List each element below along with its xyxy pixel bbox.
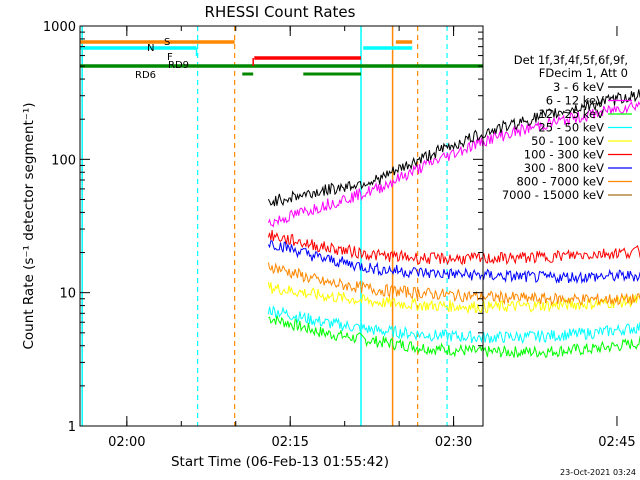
series-line-100-300kev — [267, 230, 640, 266]
legend-entry-label: 800 - 7000 keV — [516, 175, 604, 189]
annotation-f: F — [167, 52, 173, 63]
legend-entry-label: 3 - 6 keV — [553, 80, 604, 94]
annotation-n: N — [147, 43, 154, 54]
y-tick-label: 10 — [59, 287, 76, 302]
x-tick-label: 02:00 — [108, 435, 145, 450]
series-line-800-7000kev — [267, 262, 640, 306]
plot-area: SN F RD6 RD9 — [80, 26, 640, 426]
series-line-25-50kev — [267, 305, 640, 345]
legend-entry-label: 100 - 300 keV — [524, 148, 604, 162]
y-tick-label: 1 — [68, 420, 76, 435]
legend-entry-label: 25 - 50 keV — [538, 121, 604, 135]
legend-entry-label: 12 - 25 keV — [538, 107, 604, 121]
legend: Det 1f,3f,4f,5f,6f,9f, FDecim 1, Att 0 3… — [502, 53, 632, 202]
annotation-rd6: RD6 — [135, 70, 156, 81]
legend-entry-label: 50 - 100 keV — [531, 134, 604, 148]
plot-frame — [79, 25, 484, 427]
x-tick-label: 02:15 — [271, 435, 308, 450]
timestamp: 23-Oct-2021 03:24 — [560, 468, 636, 477]
annotation-s: S — [164, 37, 170, 48]
x-tick-label: 02:45 — [598, 435, 635, 450]
axes: 110100100002:0002:1502:3002:4503:0003:15… — [43, 20, 636, 450]
legend-entry-label: 7000 - 15000 keV — [502, 188, 604, 202]
legend-header-line-2: FDecim 1, Att 0 — [539, 66, 628, 80]
legend-entry-label: 6 - 12 keV — [546, 94, 604, 108]
annotation-rd9: RD9 — [168, 60, 189, 71]
chart-title: RHESSI Count Rates — [205, 3, 356, 21]
legend-entry-label: 300 - 800 keV — [524, 161, 604, 175]
series-line-3-6kev — [267, 89, 640, 207]
legend-header-line-1: Det 1f,3f,4f,5f,6f,9f, — [514, 53, 628, 67]
x-axis-label: Start Time (06-Feb-13 01:55:42) — [171, 454, 389, 470]
y-axis-label: Count Rate (s⁻¹ detector segment⁻¹) — [21, 102, 37, 349]
y-tick-label: 100 — [51, 153, 76, 168]
x-tick-label: 02:30 — [435, 435, 472, 450]
series-line-6-12kev — [267, 100, 640, 228]
series-line-300-800kev — [267, 240, 640, 285]
series-line-12-25kev — [268, 315, 640, 358]
y-tick-label: 1000 — [43, 20, 76, 35]
